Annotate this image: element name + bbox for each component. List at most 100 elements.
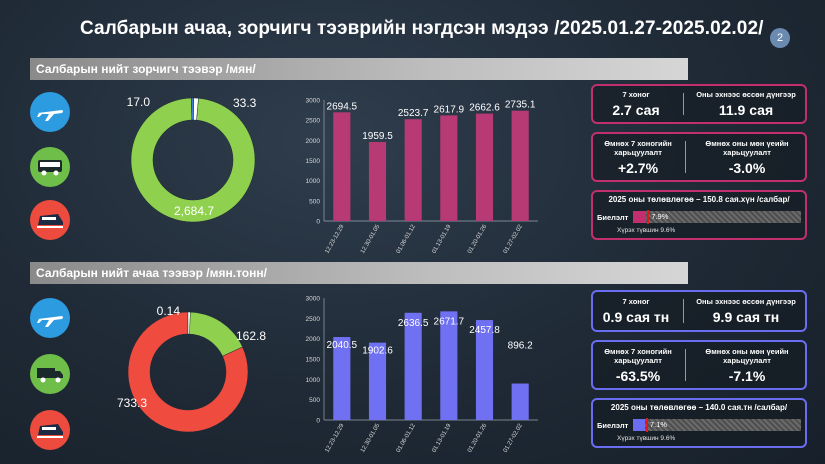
bar-value-label: 2636.5 bbox=[398, 318, 429, 329]
y-tick-label: 1000 bbox=[306, 178, 321, 185]
bar bbox=[475, 113, 494, 221]
y-tick-label: 3000 bbox=[306, 98, 321, 105]
stat-label: Оны эхнээс өссөн дүнгээр bbox=[696, 297, 796, 306]
cargo-week-box: 7 хоног 0.9 сая тн Оны эхнээс өссөн дүнг… bbox=[591, 290, 807, 332]
stat-value: 2.7 сая bbox=[612, 102, 660, 118]
stat-value: -3.0% bbox=[728, 159, 766, 176]
page-number: 2 bbox=[770, 28, 790, 48]
y-tick-label: 1000 bbox=[306, 377, 321, 384]
y-tick-label: 2500 bbox=[306, 118, 321, 125]
passenger-week-box: 7 хоног 2.7 сая Оны эхнээс өссөн дүнгээр… bbox=[591, 84, 807, 124]
bar bbox=[333, 337, 351, 420]
passenger-compare-box: Өмнөх 7 хоногийн харьцуулалт +2.7% Өмнөх… bbox=[591, 132, 807, 182]
bar bbox=[511, 383, 529, 420]
y-tick-label: 0 bbox=[316, 219, 320, 226]
plan-progress-bar: 7.9% bbox=[633, 210, 801, 224]
x-tick-label: 12.23-12.29 bbox=[324, 223, 346, 254]
airplane-icon bbox=[30, 298, 70, 338]
truck-icon bbox=[30, 354, 70, 394]
plan-percent: 7.1% bbox=[649, 420, 668, 429]
donut-slice bbox=[127, 311, 249, 433]
cargo-compare-box: Өмнөх 7 хоногийн харьцуулалт -63.5% Өмнө… bbox=[591, 340, 807, 390]
bar bbox=[475, 320, 494, 420]
passenger-bar-chart: 0 500 1000 1500 2000 2500 3000 2694.5 12.23-12.2… bbox=[306, 98, 538, 255]
bar-value-label: 2457.8 bbox=[469, 325, 500, 336]
plan-label: Биелэлт bbox=[597, 421, 629, 430]
plan-progress-fill bbox=[633, 419, 645, 431]
x-tick-label: 12.30-01.05 bbox=[360, 223, 382, 254]
donut-slice bbox=[187, 311, 191, 335]
y-tick-label: 1500 bbox=[306, 158, 321, 165]
x-tick-label: 01.20-01.26 bbox=[467, 422, 489, 453]
x-tick-label: 01.27-02.02 bbox=[503, 223, 525, 254]
bar-value-label: 896.2 bbox=[508, 341, 533, 352]
donut-label-main: 2,684.7 bbox=[174, 204, 214, 218]
bar-value-label: 2617.9 bbox=[434, 104, 465, 115]
cargo-section-title: Салбарын нийт ачаа тээвэр /мян.тонн/ bbox=[30, 262, 688, 284]
y-tick-label: 2000 bbox=[306, 138, 321, 145]
stat-label: 7 хоног bbox=[622, 90, 650, 99]
stat-label: Өмнөх оны мөн үеийн харьцуулалт bbox=[705, 346, 789, 365]
stat-label: Өмнөх 7 хоногийн харьцуулалт bbox=[604, 138, 672, 157]
x-tick-label: 01.13-01.19 bbox=[431, 422, 453, 453]
cargo-bar-chart: 0 500 1000 1500 2000 2500 3000 2040.5 12.23-12.2… bbox=[306, 296, 538, 454]
plan-target-marker bbox=[647, 210, 650, 224]
stat-value: +2.7% bbox=[617, 159, 659, 176]
plan-percent: 7.9% bbox=[651, 212, 669, 221]
bar bbox=[440, 311, 458, 420]
stat-value: 11.9 сая bbox=[718, 102, 774, 118]
bar bbox=[404, 119, 422, 221]
x-tick-label: 01.27-02.02 bbox=[503, 422, 525, 453]
stat-label: 7 хоног bbox=[622, 297, 650, 306]
y-tick-label: 1500 bbox=[306, 357, 321, 364]
y-tick-label: 2000 bbox=[306, 336, 321, 343]
x-tick-label: 01.13-01.19 bbox=[431, 223, 453, 254]
cargo-plan-box: 2025 оны төлөвлөгөө – 140.0 сая.тн /салб… bbox=[591, 398, 807, 448]
passenger-section-title: Салбарын нийт зорчигч тээвэр /мян/ bbox=[30, 58, 688, 80]
plan-note: Хүрэх түвшин 9.6% bbox=[617, 435, 676, 442]
stat-label: Өмнөх 7 хоногийн харьцуулалт bbox=[604, 346, 672, 365]
x-tick-label: 01.20-01.26 bbox=[467, 223, 489, 254]
x-tick-label: 01.06-01.12 bbox=[396, 422, 418, 453]
bar-value-label: 2523.7 bbox=[398, 108, 429, 119]
donut-label-minor: 162.8 bbox=[236, 329, 266, 343]
train-icon bbox=[30, 200, 70, 240]
cargo-donut-chart: 733.3 0.14 162.8 bbox=[117, 304, 266, 433]
passenger-plan-box: 2025 оны төлөвлөгөө – 150.8 сая.хүн /сал… bbox=[591, 190, 807, 240]
plan-progress-fill bbox=[633, 211, 647, 223]
bus-icon bbox=[30, 147, 70, 187]
train-icon bbox=[30, 410, 70, 450]
y-tick-label: 500 bbox=[309, 397, 320, 404]
stat-value: -7.1% bbox=[728, 367, 766, 384]
x-tick-label: 12.30-01.05 bbox=[360, 422, 382, 453]
x-tick-label: 12.23-12.29 bbox=[324, 422, 346, 453]
plan-note: Хүрэх түвшин 9.6% bbox=[617, 227, 676, 234]
bar-value-label: 2694.5 bbox=[327, 101, 358, 112]
stat-label: Оны эхнээс өссөн дүнгээр bbox=[696, 90, 796, 99]
donut-label-main: 733.3 bbox=[117, 396, 147, 410]
donut-slice bbox=[130, 97, 256, 223]
bar-value-label: 1902.6 bbox=[362, 346, 393, 357]
plan-title: 2025 оны төлөвлөгөө – 150.8 сая.хүн /сал… bbox=[608, 195, 790, 204]
plan-target-marker bbox=[645, 418, 648, 432]
x-tick-label: 01.06-01.12 bbox=[396, 223, 418, 254]
plan-label: Биелэлт bbox=[597, 213, 629, 222]
page-title: Салбарын ачаа, зорчигч тээврийн нэгдсэн … bbox=[80, 18, 764, 39]
stat-value: -63.5% bbox=[615, 367, 661, 384]
bar bbox=[333, 112, 351, 221]
bar-value-label: 2040.5 bbox=[327, 340, 358, 351]
plan-title: 2025 оны төлөвлөгөө – 140.0 сая.тн /салб… bbox=[610, 403, 788, 412]
bar bbox=[368, 342, 387, 420]
airplane-icon bbox=[30, 92, 70, 132]
donut-slice bbox=[187, 311, 243, 357]
bar bbox=[440, 115, 458, 221]
bar bbox=[368, 141, 387, 221]
y-tick-label: 3000 bbox=[306, 296, 321, 303]
y-tick-label: 2500 bbox=[306, 316, 321, 323]
bar bbox=[511, 110, 529, 221]
bar-value-label: 2735.1 bbox=[505, 100, 536, 111]
donut-label-small: 17.0 bbox=[127, 95, 151, 109]
stat-label: Өмнөх оны мөн үеийн харьцуулалт bbox=[705, 138, 789, 157]
stat-value: 9.9 сая тн bbox=[712, 309, 780, 325]
bar-value-label: 1959.5 bbox=[362, 131, 393, 142]
